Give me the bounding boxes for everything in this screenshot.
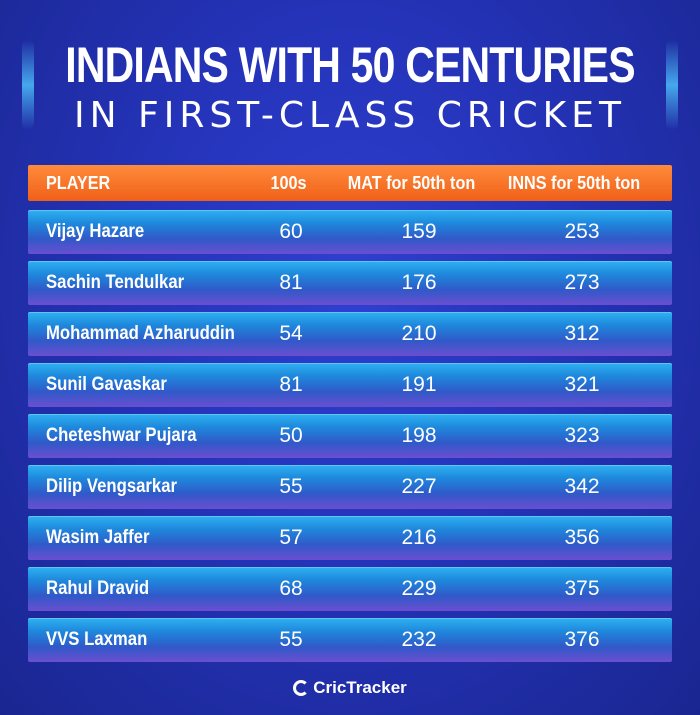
page-title: INDIANS WITH 50 CENTURIES: [65, 37, 635, 93]
player-name: Mohammad Azharuddin: [46, 323, 235, 344]
hundreds-value: 68: [279, 577, 303, 600]
header-hundreds: 100s: [270, 172, 307, 193]
hundreds-value: 55: [279, 628, 303, 651]
player-name: VVS Laxman: [46, 629, 148, 650]
player-name: Sunil Gavaskar: [46, 374, 167, 395]
hundreds-value: 81: [279, 373, 303, 396]
hundreds-value: 50: [279, 424, 303, 447]
inns-value: 312: [564, 322, 600, 345]
player-name: Sachin Tendulkar: [46, 272, 185, 293]
hundreds-value: 54: [279, 322, 303, 345]
header-inns: INNS for 50th ton: [507, 172, 641, 193]
header-mat: MAT for 50th ton: [347, 172, 476, 193]
player-name: Rahul Dravid: [46, 578, 150, 599]
right-glow-decoration: [666, 40, 678, 130]
left-glow-decoration: [22, 40, 34, 130]
mat-value: 227: [401, 475, 437, 498]
mat-value: 176: [401, 271, 437, 294]
inns-value: 253: [564, 220, 600, 243]
player-name: Cheteshwar Pujara: [46, 425, 197, 446]
table-row: Rahul Dravid 68 229 375: [28, 567, 672, 611]
player-name: Vijay Hazare: [46, 221, 145, 242]
mat-value: 159: [401, 220, 437, 243]
table-row: Vijay Hazare 60 159 253: [28, 210, 672, 254]
hundreds-value: 60: [279, 220, 303, 243]
mat-value: 229: [401, 577, 437, 600]
table-header: PLAYER 100s MAT for 50th ton INNS for 50…: [28, 165, 672, 201]
table-row: VVS Laxman 55 232 376: [28, 618, 672, 662]
inns-value: 273: [564, 271, 600, 294]
table-row: Dilip Vengsarkar 55 227 342: [28, 465, 672, 509]
mat-value: 198: [401, 424, 437, 447]
table-row: Wasim Jaffer 57 216 356: [28, 516, 672, 560]
inns-value: 375: [564, 577, 600, 600]
mat-value: 191: [401, 373, 437, 396]
table-row: Sunil Gavaskar 81 191 321: [28, 363, 672, 407]
table-body: Vijay Hazare 60 159 253 Sachin Tendulkar…: [28, 210, 672, 669]
header-player: PLAYER: [46, 172, 111, 193]
table-row: Cheteshwar Pujara 50 198 323: [28, 414, 672, 458]
hundreds-value: 81: [279, 271, 303, 294]
hundreds-value: 55: [279, 475, 303, 498]
brand-logo: CricTracker: [0, 678, 700, 698]
inns-value: 342: [564, 475, 600, 498]
inns-value: 356: [564, 526, 600, 549]
inns-value: 321: [564, 373, 600, 396]
page-subtitle: IN FIRST-CLASS CRICKET: [74, 95, 626, 136]
mat-value: 216: [401, 526, 437, 549]
player-name: Dilip Vengsarkar: [46, 476, 178, 497]
inns-value: 323: [564, 424, 600, 447]
brand-name: CricTracker: [313, 678, 407, 697]
mat-value: 210: [401, 322, 437, 345]
player-name: Wasim Jaffer: [46, 527, 150, 548]
table-row: Sachin Tendulkar 81 176 273: [28, 261, 672, 305]
table-row: Mohammad Azharuddin 54 210 312: [28, 312, 672, 356]
inns-value: 376: [564, 628, 600, 651]
crictracker-logo-icon: [293, 680, 310, 696]
mat-value: 232: [401, 628, 437, 651]
hundreds-value: 57: [279, 526, 303, 549]
